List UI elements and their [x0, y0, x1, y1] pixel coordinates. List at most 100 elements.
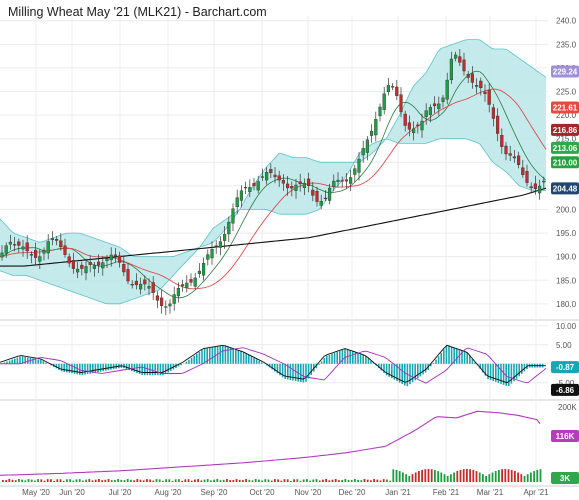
- candle-up: [319, 200, 323, 206]
- volume-bar: [421, 469, 423, 482]
- volume-bar: [165, 479, 167, 482]
- price-tag-label: 221.61: [553, 103, 578, 112]
- volume-bar: [149, 479, 151, 482]
- time-tick-label: Sep '20: [201, 488, 228, 497]
- volume-bar: [414, 472, 417, 482]
- volume-bar: [238, 479, 241, 482]
- volume-bar: [424, 469, 427, 482]
- candle-up: [454, 54, 458, 59]
- macd-histogram-bar: [372, 363, 375, 364]
- price-tag-label: 216.86: [553, 126, 578, 135]
- volume-bar: [248, 479, 251, 482]
- volume-bar: [498, 469, 500, 482]
- volume-bar: [478, 472, 481, 482]
- price-tag: 204.48: [551, 182, 579, 195]
- volume-bar: [40, 479, 43, 482]
- macd-tick-label: 5.00: [556, 341, 572, 350]
- macd-histogram-bar: [37, 359, 39, 364]
- candle-down: [491, 107, 495, 119]
- macd-histogram-bar: [224, 345, 227, 364]
- macd-histogram-bar: [443, 349, 445, 364]
- volume-bar: [344, 479, 347, 482]
- candle-up: [222, 233, 227, 241]
- candle-down: [80, 264, 84, 269]
- volume-bar: [155, 479, 158, 482]
- volume-bar: [472, 469, 475, 482]
- macd-histogram-bar: [40, 359, 42, 364]
- volume-bar: [507, 469, 510, 482]
- volume-bar: [235, 479, 238, 482]
- macd-histogram-bar: [112, 363, 115, 370]
- volume-bar: [274, 479, 276, 482]
- volume-bar: [299, 480, 302, 482]
- macd-histogram-bar: [159, 363, 162, 376]
- volume-bar: [501, 469, 503, 482]
- volume-bar: [197, 479, 199, 482]
- candle-down: [67, 256, 71, 264]
- volume-bar: [178, 479, 180, 482]
- macd-panel: [0, 344, 547, 387]
- macd-histogram-bar: [458, 349, 461, 364]
- volume-bar: [30, 479, 33, 482]
- time-tick-label: Nov '20: [295, 488, 322, 497]
- volume-bar: [133, 480, 135, 482]
- candle-down: [315, 190, 319, 202]
- volume-bar: [181, 480, 183, 482]
- volume-bar: [146, 479, 148, 482]
- volume-bar: [341, 479, 343, 482]
- volume-bar: [354, 479, 356, 482]
- candle-up: [101, 262, 105, 269]
- macd-histogram-bar: [271, 363, 273, 370]
- candle-up: [294, 184, 298, 191]
- candle-down: [517, 155, 521, 165]
- candle-up: [164, 306, 168, 308]
- price-tag-box: [551, 383, 579, 396]
- volume-bar: [434, 470, 436, 482]
- volume-bar: [408, 476, 411, 482]
- macd-histogram-bar: [261, 362, 263, 364]
- candle-down: [407, 122, 411, 130]
- macd-histogram-bar: [68, 363, 71, 373]
- volume-bar: [200, 480, 203, 482]
- candle-up: [92, 265, 96, 269]
- volume-bar: [302, 479, 305, 482]
- volume-bar: [152, 480, 155, 482]
- macd-histogram-bar: [146, 363, 149, 376]
- macd-histogram-bar: [16, 357, 19, 364]
- macd-histogram-bar: [84, 363, 86, 375]
- macd-histogram-bar: [242, 352, 245, 364]
- macd-histogram-bar: [344, 348, 346, 364]
- macd-histogram-bar: [448, 345, 450, 364]
- macd-histogram-bar: [235, 349, 237, 364]
- volume-bar: [536, 469, 539, 482]
- candle-up: [46, 241, 50, 254]
- volume-bar: [309, 480, 311, 482]
- candle-down: [55, 238, 59, 241]
- volume-bar: [427, 469, 430, 482]
- volume-bar: [510, 469, 513, 482]
- macd-histogram-bar: [354, 352, 357, 364]
- candle-up: [168, 303, 172, 307]
- volume-bar: [331, 479, 334, 482]
- candle-up: [193, 277, 197, 287]
- macd-histogram-bar: [250, 356, 253, 364]
- price-tick-label: 235.0: [556, 40, 577, 49]
- candle-up: [147, 286, 151, 289]
- candle-down: [433, 103, 437, 107]
- candle-down: [458, 56, 462, 63]
- macd-histogram-bar: [102, 363, 104, 372]
- macd-histogram-bar: [255, 359, 258, 364]
- volume-bar: [168, 479, 171, 482]
- macd-histogram-bar: [279, 363, 281, 376]
- volume-bar: [59, 479, 62, 482]
- volume-bar: [488, 474, 491, 482]
- candle-up: [50, 238, 54, 240]
- macd-histogram-bar: [315, 363, 318, 369]
- macd-histogram-bar: [203, 348, 206, 364]
- volume-bar: [386, 479, 388, 482]
- volume-bar: [318, 480, 321, 482]
- candle-up: [214, 245, 218, 247]
- macd-histogram-bar: [489, 363, 492, 380]
- macd-histogram-bar: [398, 363, 401, 383]
